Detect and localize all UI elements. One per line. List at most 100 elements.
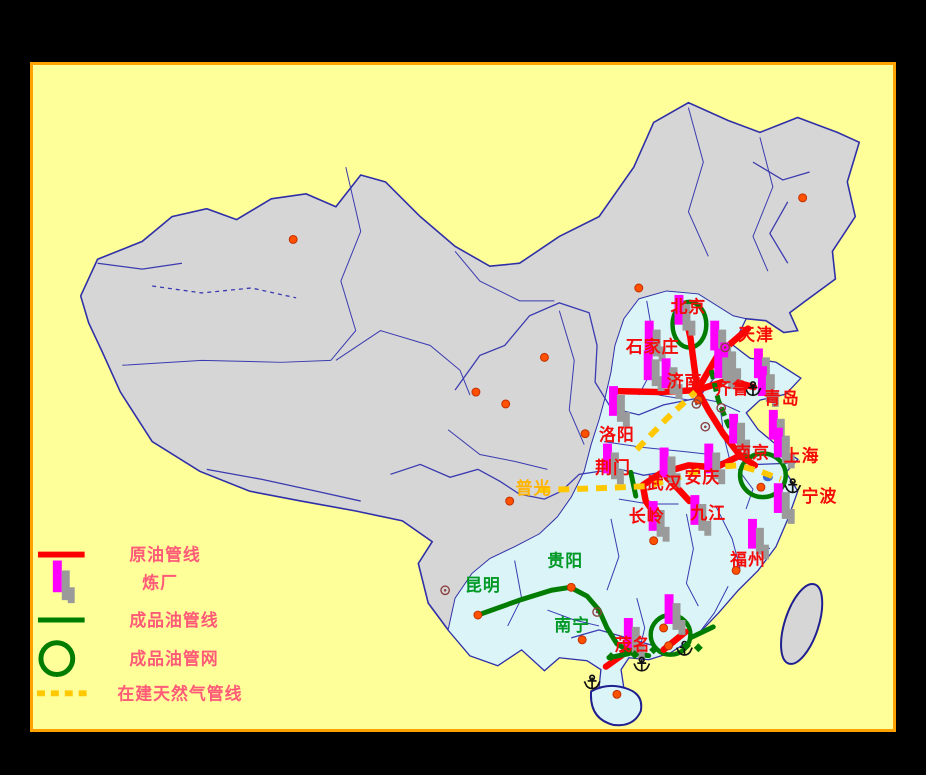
city-label: 南京 [734,442,770,462]
city-dot [612,689,622,699]
city-dot [539,352,549,362]
city-label: 宁波 [802,486,838,506]
city-dot [288,234,298,244]
city-label: 安庆 [684,467,720,487]
city-dot [580,429,590,439]
product-pipelines [475,369,751,661]
capital-ring-marker [720,342,731,353]
refinery-marker [664,594,686,635]
city-label: 福州 [729,549,766,569]
refinery-marker [648,501,670,542]
product-network-rings [648,299,788,657]
city-label: 北京 [671,297,707,317]
city-label: 荆门 [595,457,631,477]
city-label: 武汉 [647,473,683,493]
refinery-marker [690,495,712,536]
china-pipeline-map: 原油管线 炼厂 成品油管线 成品油管网 在建天然气管线 北京天津石家庄济南 齐鲁青… [30,62,896,732]
pipeline-junction-diamond [606,652,616,662]
capital-ring-marker [716,403,727,413]
city-dot [566,582,576,592]
refinery-marker [714,348,736,390]
city-dot [473,610,483,620]
pipeline-junction-diamond [630,650,640,660]
capital-ring-dot [443,588,447,592]
city-label: 上海 [784,445,820,465]
city-label: 石家庄 [625,336,680,356]
city-dot [756,482,766,492]
legend-label-gas: 在建天然气管线 [117,683,242,703]
refinery-marker [608,386,630,427]
product-pipeline [687,624,716,641]
refinery-marker [773,483,795,524]
legend-refinery-sample [52,560,75,604]
legend-label-network: 成品油管网 [129,649,218,669]
city-dot [649,536,659,546]
refinery-marker [704,443,726,485]
capital-markers [440,342,731,617]
capital-ring-marker [592,607,602,617]
city-label: 贵阳 [547,550,583,570]
legend-network-sample [38,640,76,677]
geography [79,101,861,727]
city-label: 洛阳 [599,425,635,445]
capital-ring-marker [691,399,702,409]
city-dot [505,496,515,506]
product-pipeline [475,584,652,659]
city-dot [659,623,669,633]
capital-ring-dot [719,406,723,410]
refinery-marker [674,294,696,336]
crude-pipeline [736,452,759,469]
refinery-marker [643,350,665,392]
capital-ring-marker [700,421,711,432]
taiwan-island [780,583,824,665]
city-label: 昆明 [465,576,501,595]
refinery-marker [603,443,624,485]
capital-ring-dot [595,610,599,614]
pipeline-junction-diamond [693,643,703,653]
city-dot [634,283,644,293]
legend: 原油管线 炼厂 成品油管线 成品油管网 在建天然气管线 [36,545,242,703]
refinery-marker [729,413,750,455]
refinery-marker [644,320,666,362]
junction-diamonds [606,641,703,662]
city-label: 九江 [689,504,726,523]
city-dot [664,641,674,651]
gas-pipelines [539,389,782,494]
capital-ring-dot [695,402,698,406]
legend-label-product: 成品油管线 [129,610,218,630]
city-label: 南宁 [554,615,590,635]
city-label: 茂名 [615,635,651,655]
refinery-marker [773,427,795,469]
city-label: 天津 [738,325,774,345]
pipeline-junction-diamond [649,645,659,655]
gas-pipeline-under-construction [634,389,698,452]
product-network-ring [737,451,788,500]
city-label: 青岛 [764,388,800,408]
refineries [603,294,795,659]
city-dot [577,635,587,645]
product-pipeline [628,469,639,499]
city-dot [798,193,808,203]
city-dot [731,565,741,575]
port-anchor-icon [583,674,601,690]
hainan-island [590,684,643,727]
refinery-marker [748,518,769,560]
refinery-marker [661,358,683,399]
city-dot [501,399,511,409]
city-label: 济南 [667,371,703,391]
pipeline-junction-diamond [681,641,691,651]
refinery-marker [623,618,645,659]
crude-pipeline [610,386,701,396]
legend-label-refinery: 炼厂 [142,572,178,592]
city-dot [471,387,481,397]
city-label: 齐鲁 [714,378,750,398]
refinery-marker [720,342,742,384]
legend-label-crude: 原油管线 [129,545,200,565]
capital-ring-marker [440,585,450,596]
capital-ring-dot [723,346,727,349]
gas-pipeline-under-construction [539,462,782,494]
